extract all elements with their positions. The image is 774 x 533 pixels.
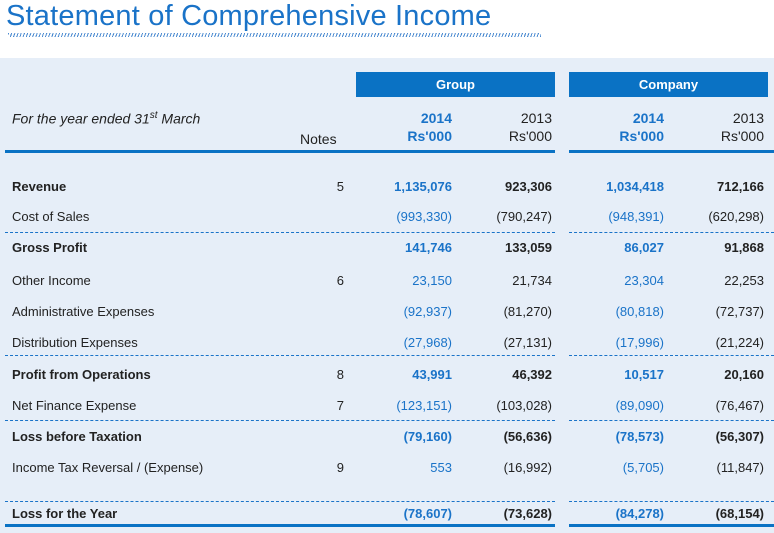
row-label: Administrative Expenses [12, 304, 155, 319]
dashed-divider [5, 232, 555, 233]
row-value: (948,391) [608, 209, 664, 224]
row-value: (84,278) [615, 506, 664, 521]
row-label: Profit from Operations [12, 367, 151, 382]
year-header: 2014 [420, 110, 452, 126]
row-value: (92,937) [403, 304, 452, 319]
row-value: 43,991 [412, 367, 452, 382]
row-value: (27,131) [503, 335, 552, 350]
row-value: (72,737) [715, 304, 764, 319]
row-value: (21,224) [715, 335, 764, 350]
dashed-divider [569, 232, 774, 233]
row-value: 20,160 [724, 367, 764, 382]
row-label: Other Income [12, 273, 91, 288]
row-value: (78,607) [403, 506, 452, 521]
notes-header: Notes [300, 131, 337, 147]
row-value: (80,818) [615, 304, 664, 319]
row-value: (5,705) [622, 460, 664, 475]
row-value: 133,059 [505, 240, 552, 255]
group-header: Group [356, 72, 555, 97]
table-row: Loss for the Year (78,607) (73,628) (84,278… [0, 506, 774, 526]
dashed-divider [569, 501, 774, 502]
table-row: Net Finance Expense 7 (123,151) (103,028) (8… [0, 398, 774, 418]
statement-panel [0, 58, 774, 533]
row-value: 553 [430, 460, 452, 475]
row-value: 23,304 [624, 273, 664, 288]
row-value: (68,154) [715, 506, 764, 521]
row-value: 86,027 [624, 240, 664, 255]
row-value: 923,306 [505, 179, 552, 194]
row-value: 141,746 [405, 240, 452, 255]
row-value: 10,517 [624, 367, 664, 382]
row-value: 23,150 [412, 273, 452, 288]
dashed-divider [5, 420, 555, 421]
row-value: 21,734 [512, 273, 552, 288]
row-label: Revenue [12, 179, 67, 194]
year-header: 2014 [632, 110, 664, 126]
row-value: (73,628) [503, 506, 552, 521]
table-row: Revenue 5 1,135,076 923,306 1,034,418 712,166 [0, 179, 774, 199]
row-note: 6 [336, 273, 344, 288]
header-rule-company [569, 150, 774, 153]
row-label: Loss for the Year [12, 506, 118, 521]
row-label: Income Tax Reversal / (Expense) [12, 460, 204, 475]
header-rule-group [5, 150, 555, 153]
dashed-divider [5, 501, 555, 502]
row-label: Cost of Sales [12, 209, 90, 224]
table-row: Loss before Taxation (79,160) (56,636) (78,… [0, 429, 774, 449]
title-underline [8, 33, 541, 37]
table-row: Profit from Operations 8 43,991 46,392 10,51… [0, 367, 774, 387]
page-title: Statement of Comprehensive Income [6, 0, 492, 32]
row-value: (123,151) [396, 398, 452, 413]
row-value: (81,270) [503, 304, 552, 319]
table-row: Administrative Expenses (92,937) (81,270) (… [0, 304, 774, 324]
row-note: 7 [336, 398, 344, 413]
row-note: 8 [336, 367, 344, 382]
solid-divider [5, 524, 555, 527]
dashed-divider [5, 355, 555, 356]
unit-header: Rs'000 [619, 128, 664, 144]
row-value: 46,392 [512, 367, 552, 382]
row-label: Net Finance Expense [12, 398, 137, 413]
dashed-divider [569, 355, 774, 356]
row-value: (11,847) [716, 460, 764, 475]
period-label: For the year ended 31st March [12, 110, 201, 127]
unit-header: Rs'000 [508, 128, 552, 144]
dashed-divider [569, 420, 774, 421]
row-value: (16,992) [503, 460, 552, 475]
row-value: 1,135,076 [394, 179, 452, 194]
row-note: 5 [336, 179, 344, 194]
table-row: Gross Profit 141,746 133,059 86,027 91,868 [0, 240, 774, 260]
row-value: 22,253 [724, 273, 764, 288]
unit-header: Rs'000 [407, 128, 452, 144]
row-value: (89,090) [615, 398, 664, 413]
table-row: Other Income 6 23,150 21,734 23,304 22,253 [0, 273, 774, 293]
row-value: (56,307) [715, 429, 764, 444]
year-header: 2013 [732, 110, 764, 126]
row-value: 91,868 [724, 240, 764, 255]
table-row: Cost of Sales (993,330) (790,247) (948,391)… [0, 209, 774, 229]
unit-header: Rs'000 [720, 128, 764, 144]
row-value: (79,160) [403, 429, 452, 444]
company-header: Company [569, 72, 768, 97]
row-value: (620,298) [708, 209, 764, 224]
row-value: (993,330) [396, 209, 452, 224]
row-value: 1,034,418 [606, 179, 664, 194]
row-label: Distribution Expenses [12, 335, 138, 350]
row-value: (17,996) [615, 335, 664, 350]
year-header: 2013 [520, 110, 552, 126]
row-value: 712,166 [717, 179, 764, 194]
row-value: (103,028) [496, 398, 552, 413]
row-value: (56,636) [503, 429, 552, 444]
table-row: Income Tax Reversal / (Expense) 9 553 (16,9… [0, 460, 774, 480]
row-label: Loss before Taxation [12, 429, 142, 444]
row-note: 9 [336, 460, 344, 475]
table-row: Distribution Expenses (27,968) (27,131) (17… [0, 335, 774, 355]
row-value: (27,968) [403, 335, 452, 350]
row-value: (78,573) [615, 429, 664, 444]
solid-divider [569, 524, 774, 527]
row-label: Gross Profit [12, 240, 88, 255]
row-value: (76,467) [715, 398, 764, 413]
row-value: (790,247) [496, 209, 552, 224]
